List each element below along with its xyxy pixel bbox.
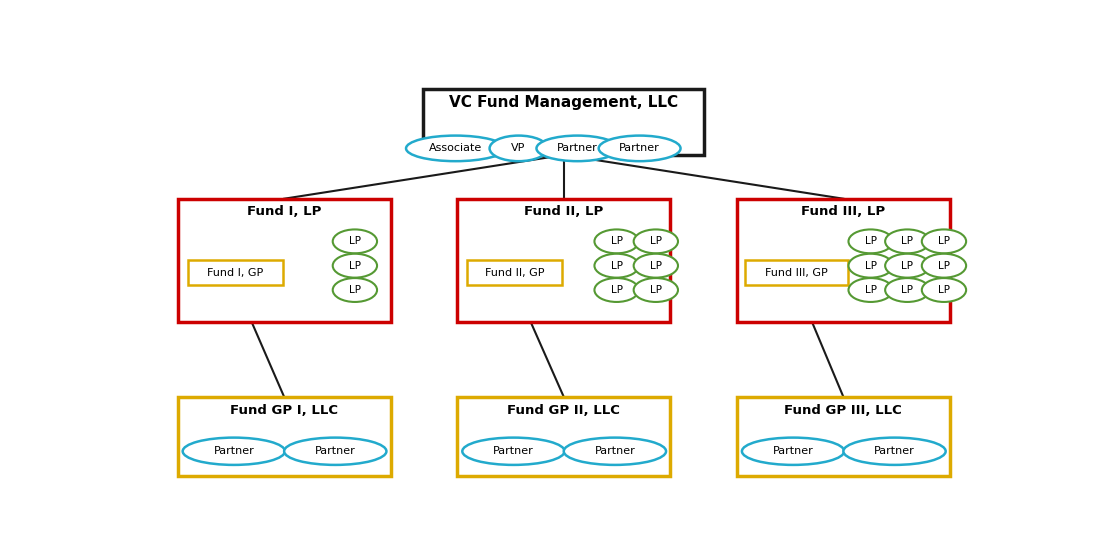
Ellipse shape (848, 278, 893, 302)
Ellipse shape (886, 278, 929, 302)
Text: Partner: Partner (874, 447, 915, 456)
FancyBboxPatch shape (458, 397, 670, 476)
Text: LP: LP (610, 261, 623, 271)
FancyBboxPatch shape (737, 199, 950, 322)
FancyBboxPatch shape (177, 199, 390, 322)
Text: Partner: Partner (772, 447, 813, 456)
Ellipse shape (594, 254, 639, 278)
Ellipse shape (284, 438, 386, 465)
FancyBboxPatch shape (424, 89, 704, 155)
FancyBboxPatch shape (177, 397, 390, 476)
Text: Partner: Partner (213, 447, 254, 456)
Ellipse shape (922, 254, 966, 278)
Text: LP: LP (349, 237, 361, 247)
Ellipse shape (490, 136, 548, 161)
Text: LP: LP (901, 261, 913, 271)
Ellipse shape (594, 229, 639, 253)
Text: LP: LP (610, 285, 623, 295)
Ellipse shape (886, 229, 929, 253)
Ellipse shape (332, 254, 377, 278)
Text: Fund III, GP: Fund III, GP (766, 268, 828, 278)
Text: Partner: Partner (557, 143, 597, 153)
Text: LP: LP (349, 285, 361, 295)
Ellipse shape (183, 438, 285, 465)
Text: Fund II, LP: Fund II, LP (524, 205, 604, 218)
Text: Associate: Associate (429, 143, 482, 153)
Text: LP: LP (938, 285, 950, 295)
Ellipse shape (741, 438, 844, 465)
Text: LP: LP (610, 237, 623, 247)
Text: LP: LP (865, 237, 877, 247)
Text: LP: LP (650, 261, 662, 271)
Text: VC Fund Management, LLC: VC Fund Management, LLC (449, 95, 679, 110)
Ellipse shape (922, 278, 966, 302)
Text: LP: LP (938, 237, 950, 247)
Ellipse shape (634, 278, 678, 302)
Text: LP: LP (650, 285, 662, 295)
Ellipse shape (844, 438, 946, 465)
FancyBboxPatch shape (737, 397, 950, 476)
Text: Partner: Partner (315, 447, 355, 456)
Ellipse shape (332, 229, 377, 253)
Text: LP: LP (865, 261, 877, 271)
Ellipse shape (848, 254, 893, 278)
Text: Fund I, GP: Fund I, GP (208, 268, 264, 278)
Text: Fund GP II, LLC: Fund GP II, LLC (507, 404, 620, 417)
FancyBboxPatch shape (466, 260, 562, 285)
Ellipse shape (886, 254, 929, 278)
FancyBboxPatch shape (458, 199, 670, 322)
Text: LP: LP (349, 261, 361, 271)
Text: Partner: Partner (619, 143, 660, 153)
Text: Partner: Partner (594, 447, 636, 456)
Ellipse shape (332, 278, 377, 302)
Ellipse shape (563, 438, 667, 465)
Ellipse shape (406, 136, 505, 161)
Ellipse shape (634, 254, 678, 278)
Ellipse shape (848, 229, 893, 253)
FancyBboxPatch shape (188, 260, 284, 285)
Text: Fund I, LP: Fund I, LP (246, 205, 321, 218)
Ellipse shape (594, 278, 639, 302)
Ellipse shape (922, 229, 966, 253)
Ellipse shape (634, 229, 678, 253)
Text: Fund GP III, LLC: Fund GP III, LLC (784, 404, 902, 417)
Ellipse shape (537, 136, 618, 161)
Text: Fund II, GP: Fund II, GP (485, 268, 544, 278)
Text: LP: LP (865, 285, 877, 295)
Ellipse shape (462, 438, 564, 465)
Text: Fund GP I, LLC: Fund GP I, LLC (230, 404, 338, 417)
Text: VP: VP (512, 143, 526, 153)
Text: LP: LP (901, 285, 913, 295)
Text: Fund III, LP: Fund III, LP (801, 205, 886, 218)
Text: LP: LP (650, 237, 662, 247)
Text: LP: LP (938, 261, 950, 271)
Text: LP: LP (901, 237, 913, 247)
Ellipse shape (598, 136, 681, 161)
Text: Partner: Partner (493, 447, 534, 456)
FancyBboxPatch shape (746, 260, 848, 285)
